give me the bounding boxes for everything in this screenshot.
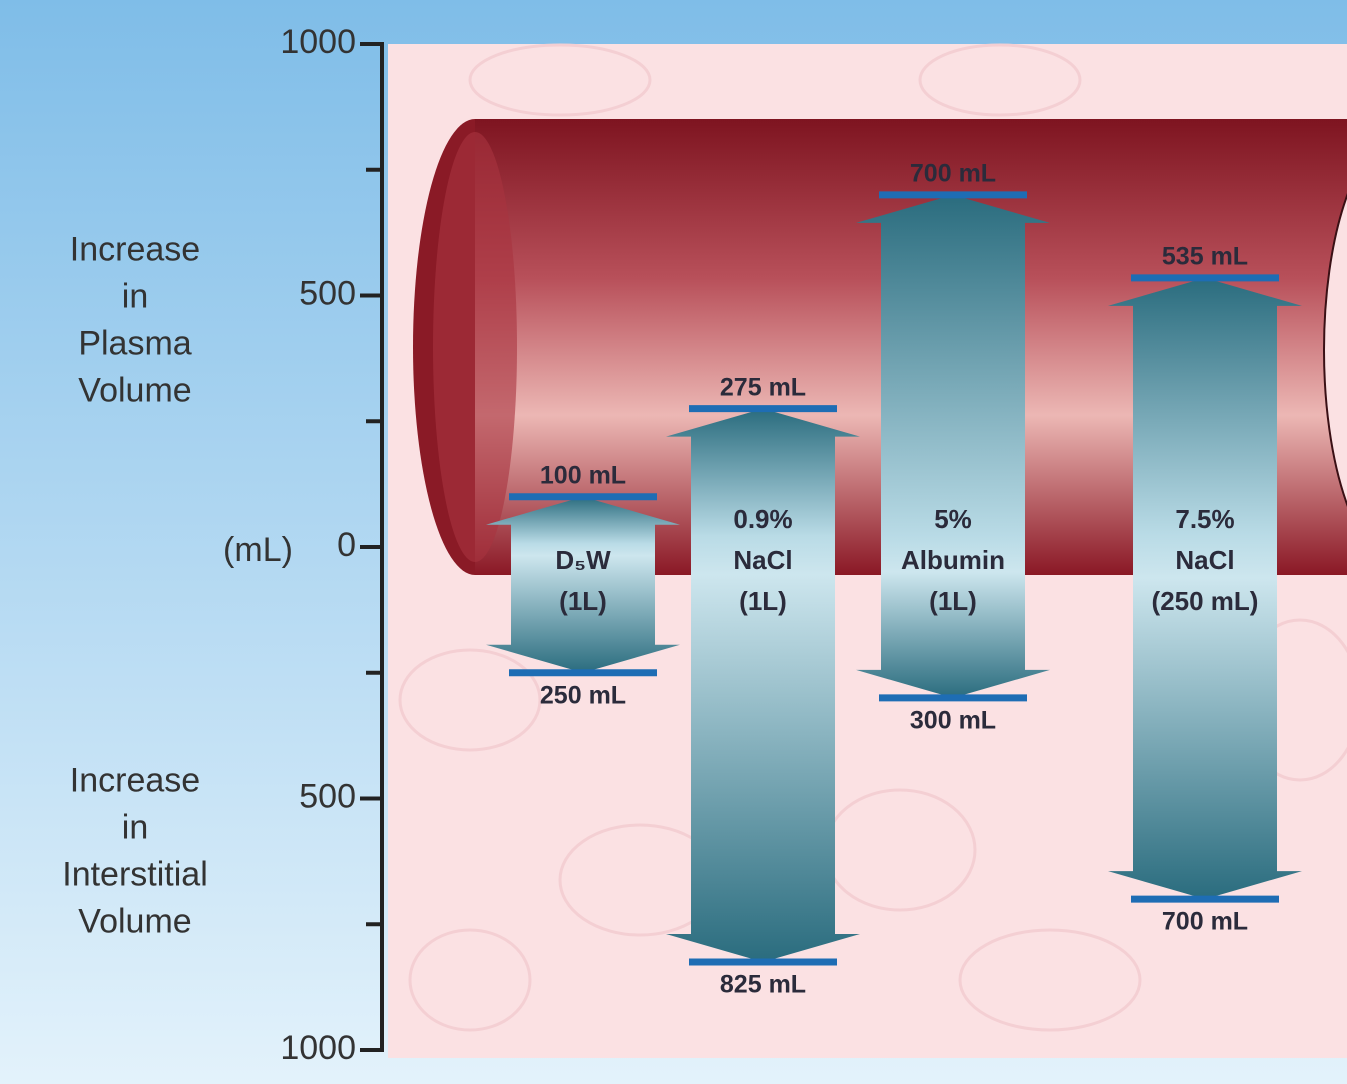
category-label: D₅W xyxy=(555,545,611,575)
label-line: in xyxy=(122,277,148,315)
label-line: in xyxy=(122,808,148,846)
value-label: 275 mL xyxy=(720,373,806,401)
value-label: 700 mL xyxy=(1162,908,1248,936)
label-line: Volume xyxy=(78,371,191,409)
y-tick-label: 500 xyxy=(299,777,356,815)
y-axis-label-bottom: Increase in Interstitial Volume xyxy=(62,761,208,940)
arrow xyxy=(1108,277,1302,900)
label-line: Plasma xyxy=(78,324,191,362)
y-tick-label: 1000 xyxy=(280,23,356,61)
value-label: 825 mL xyxy=(720,971,806,999)
category-label: (1L) xyxy=(739,586,787,616)
value-label: 700 mL xyxy=(910,160,996,188)
value-label: 250 mL xyxy=(540,681,626,709)
label-line: Volume xyxy=(78,902,191,940)
category-label: Albumin xyxy=(901,545,1005,575)
label-line: Increase xyxy=(70,230,200,268)
category-label: (1L) xyxy=(559,586,607,616)
value-label: 535 mL xyxy=(1162,243,1248,271)
label-line: Interstitial xyxy=(62,855,208,893)
y-tick-label: 1000 xyxy=(280,1029,356,1067)
category-label: (1L) xyxy=(929,586,977,616)
arrow xyxy=(486,496,680,673)
arrow xyxy=(856,194,1050,698)
category-label: 7.5% xyxy=(1175,504,1234,534)
category-label: 0.9% xyxy=(733,504,792,534)
category-label: NaCl xyxy=(733,545,792,575)
value-label: 300 mL xyxy=(910,707,996,735)
y-unit: (mL) xyxy=(223,531,293,569)
category-label: NaCl xyxy=(1175,545,1234,575)
value-label: 100 mL xyxy=(540,461,626,489)
y-tick-label: 0 xyxy=(337,526,356,564)
arrow xyxy=(666,408,860,962)
category-label: (250 mL) xyxy=(1152,586,1259,616)
label-line: Increase xyxy=(70,761,200,799)
y-tick-label: 500 xyxy=(299,274,356,312)
y-axis-label-top: Increase in Plasma Volume xyxy=(70,230,200,409)
cell-pattern xyxy=(398,43,1347,1032)
category-label: 5% xyxy=(934,504,972,534)
